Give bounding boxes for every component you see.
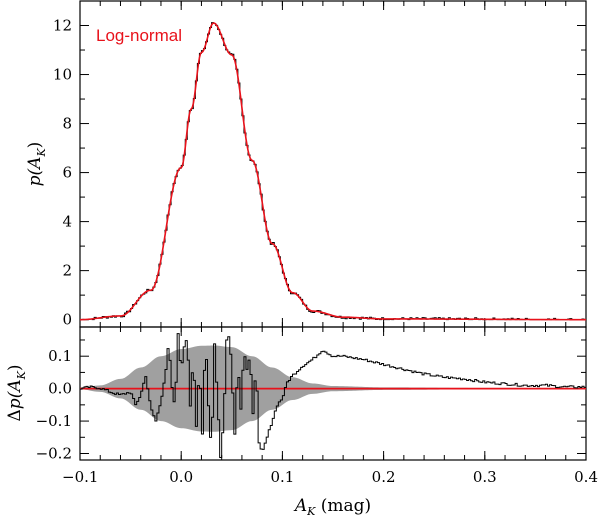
top-ytick-label: 4: [62, 213, 72, 231]
bottom-ylabel: Δp(AK): [5, 365, 28, 422]
top-ytick-label: 2: [62, 262, 72, 280]
top-histogram-steps: [80, 22, 586, 321]
top-ytick-label: 0: [62, 311, 72, 329]
x-axis-title: AK (mag): [293, 496, 371, 518]
bottom-ytick-label: 0.0: [48, 380, 72, 398]
xtick-label: 0.2: [372, 468, 396, 486]
bottom-ticks: −0.2 −0.1 0.0 0.1 −0.1 0.0 0.1 0.2 0.3 0.4: [36, 327, 598, 486]
xtick-label: 0.0: [169, 468, 193, 486]
xtick-label: 0.3: [473, 468, 497, 486]
top-ytick-label: 8: [62, 115, 72, 133]
top-panel: 0 2 4 6 8 10 12 p(AK) Log-normal: [25, 0, 587, 329]
bottom-ytick-label: −0.1: [36, 412, 72, 430]
bottom-ytick-label: −0.2: [36, 445, 72, 463]
xtick-label: 0.4: [574, 468, 598, 486]
bottom-plot-frame: [79, 326, 587, 461]
log-normal-curve: [79, 22, 586, 321]
top-ylabel: p(AK): [25, 142, 48, 187]
top-plot-frame: [79, 0, 587, 328]
top-ticks: 0 2 4 6 8 10 12: [53, 1, 587, 329]
top-ytick-label: 12: [53, 17, 72, 35]
bottom-panel: −0.2 −0.1 0.0 0.1 −0.1 0.0 0.1 0.2 0.3 0.4 Δp(AK)…: [5, 326, 598, 518]
xtick-label: −0.1: [62, 468, 98, 486]
top-ytick-label: 6: [62, 164, 72, 182]
top-ytick-label: 10: [53, 66, 72, 84]
legend-label: Log-normal: [96, 26, 182, 45]
bottom-ytick-label: 0.1: [48, 347, 72, 365]
residual-steps: [80, 333, 586, 458]
xtick-label: 0.1: [270, 468, 294, 486]
